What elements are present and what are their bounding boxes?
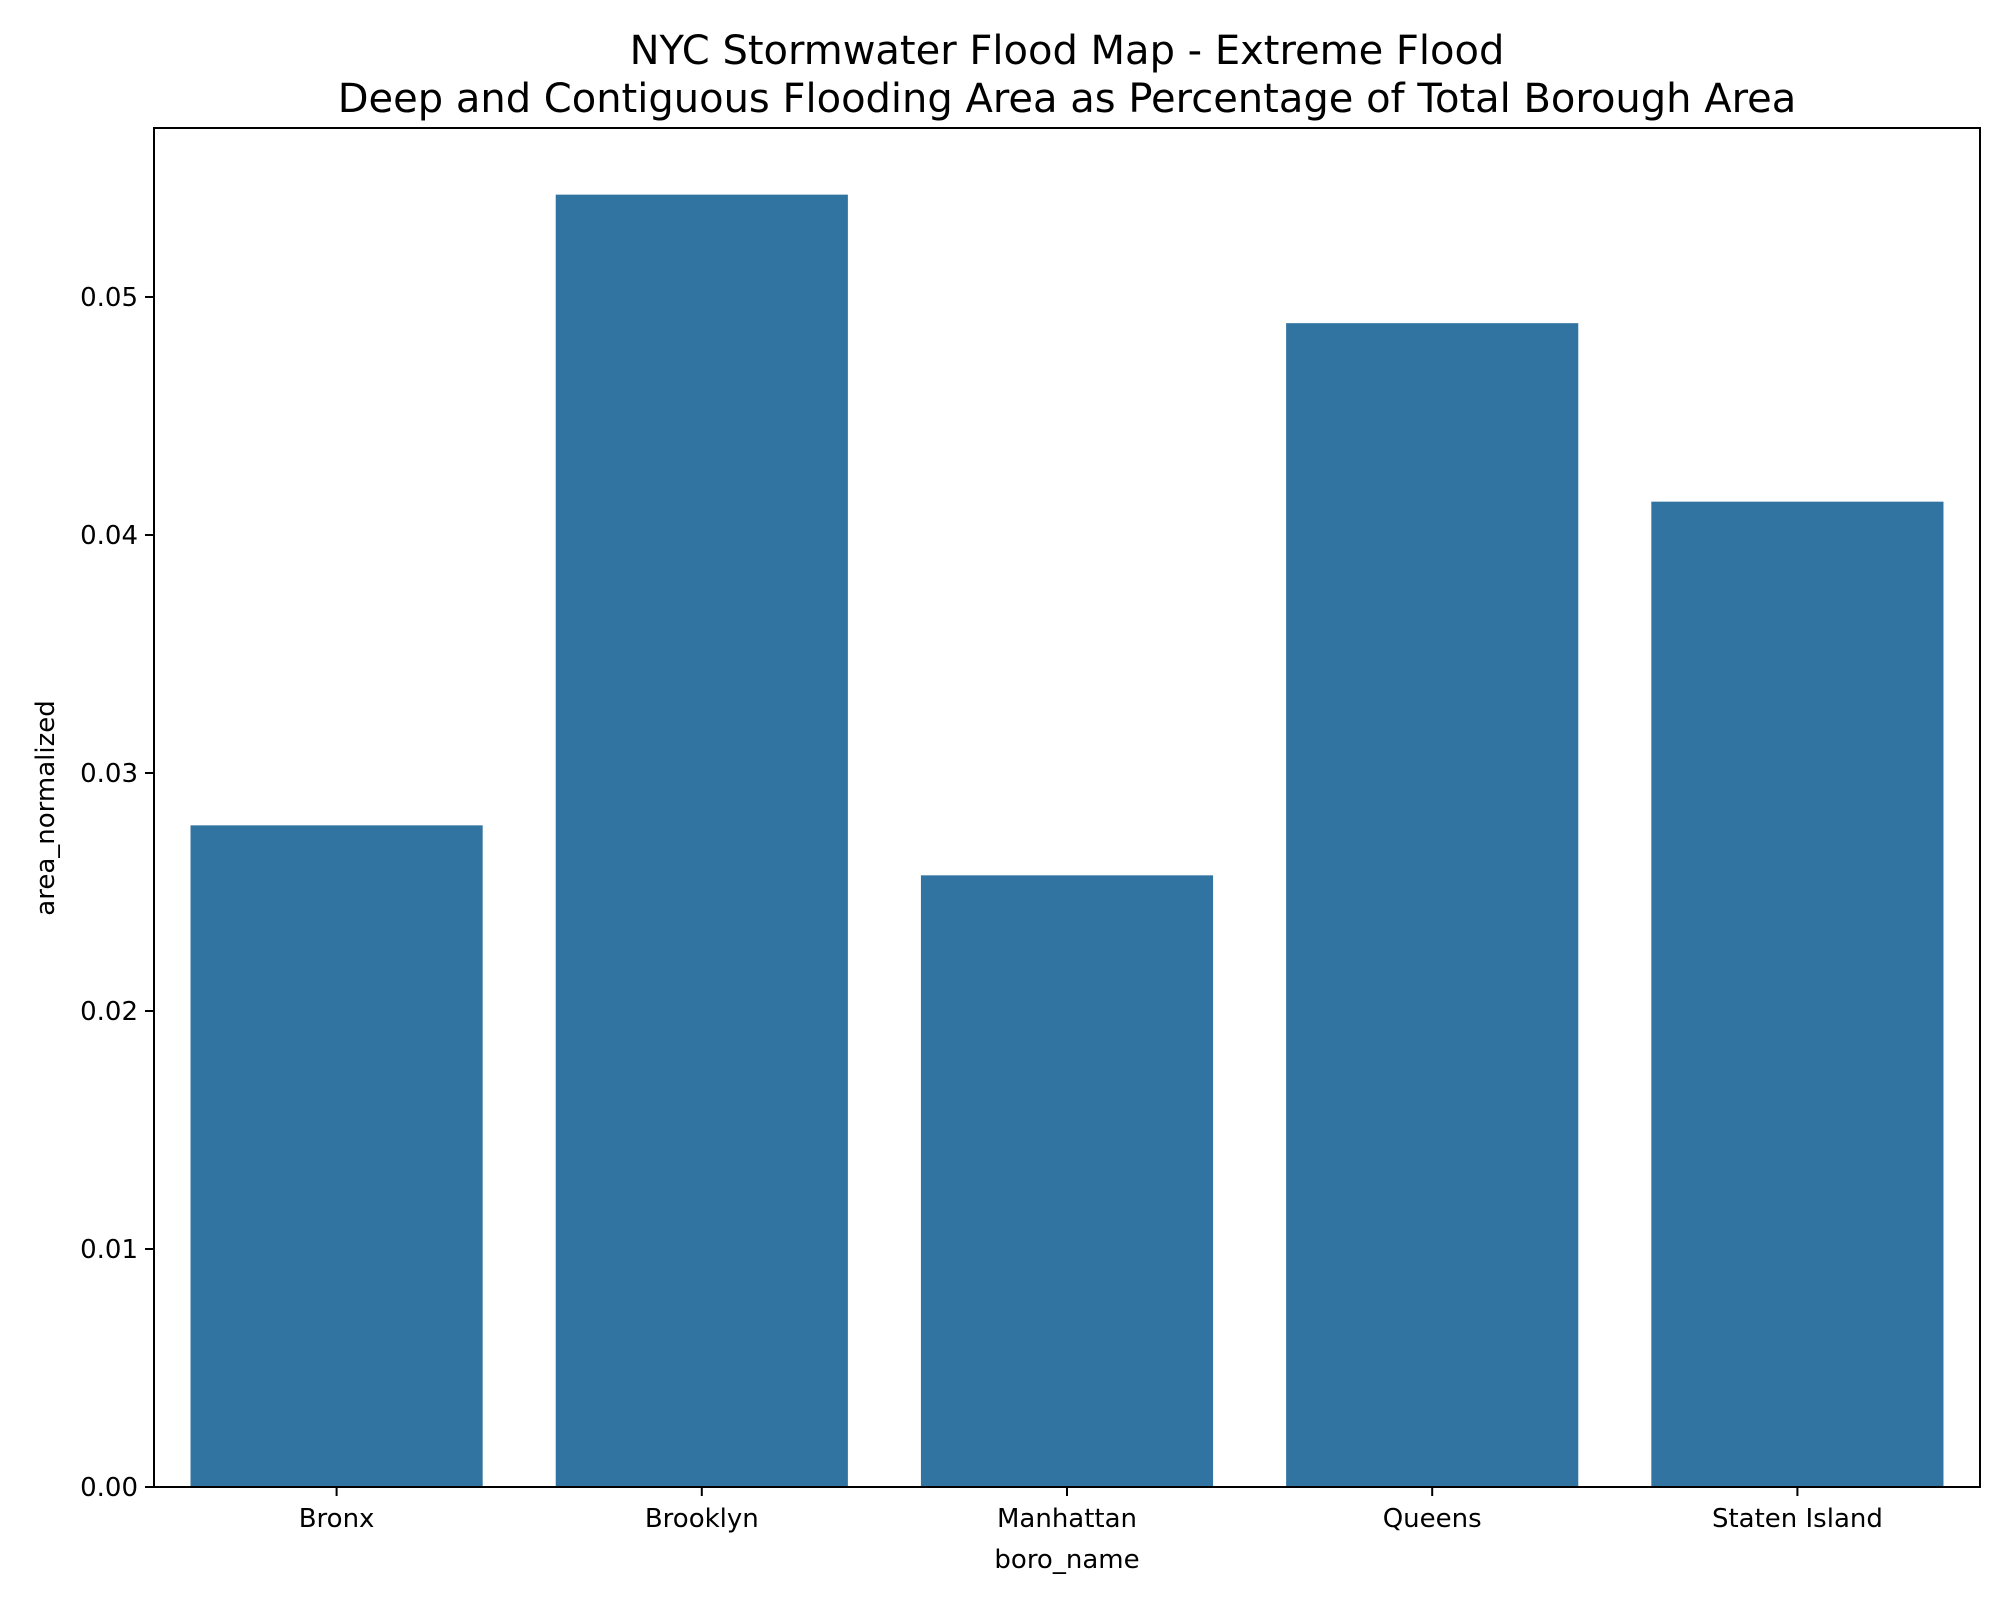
- y-tick-label: 0.04: [80, 521, 138, 551]
- x-tick-label: Manhattan: [997, 1504, 1137, 1534]
- plot-frame: [153, 127, 1981, 1488]
- x-tick-label: Queens: [1383, 1504, 1482, 1534]
- bar-brooklyn: [555, 194, 848, 1487]
- bar-staten-island: [1651, 501, 1944, 1487]
- y-tick-label: 0.03: [80, 759, 138, 789]
- y-axis-ticks: 0.00 0.01 0.02 0.03 0.04 0.05: [80, 283, 154, 1503]
- x-axis-label: boro_name: [994, 1545, 1139, 1575]
- y-tick-label: 0.05: [80, 283, 138, 313]
- chart-subtitle: Deep and Contiguous Flooding Area as Per…: [338, 76, 1797, 122]
- y-tick-label: 0.00: [80, 1473, 138, 1503]
- y-axis-label: area_normalized: [31, 700, 61, 915]
- bar-queens: [1286, 323, 1579, 1488]
- x-tick-label: Bronx: [299, 1504, 375, 1534]
- bar-manhattan: [920, 875, 1214, 1487]
- y-tick-label: 0.01: [80, 1235, 138, 1265]
- x-axis-ticks: Bronx Brooklyn Manhattan Queens Staten Islan…: [299, 1487, 1883, 1534]
- chart-title: NYC Stormwater Flood Map - Extreme Flood: [630, 28, 1505, 74]
- y-tick-label: 0.02: [80, 997, 138, 1027]
- x-tick-label: Brooklyn: [645, 1504, 759, 1534]
- bar-bronx: [190, 825, 483, 1487]
- x-tick-label: Staten Island: [1712, 1504, 1883, 1534]
- bars: [190, 194, 1944, 1488]
